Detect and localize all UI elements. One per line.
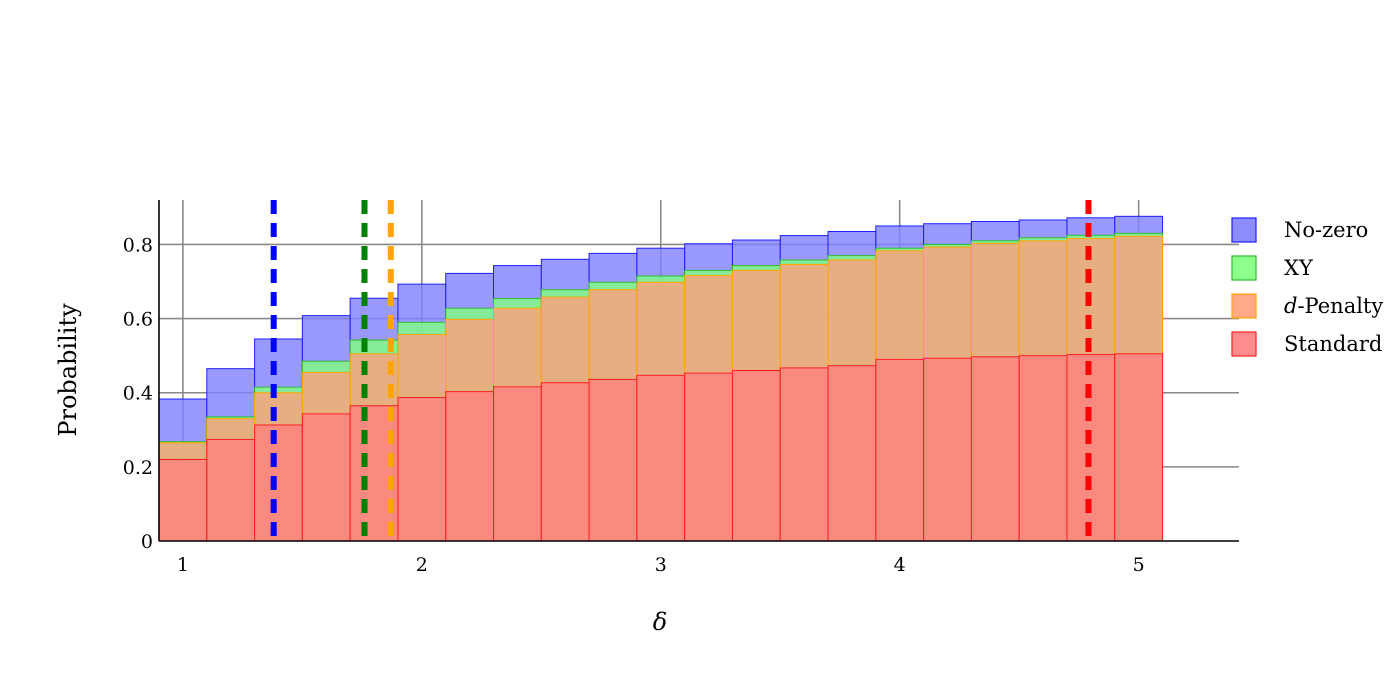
bar-standard-16 [875, 358, 925, 542]
bar-standard-9 [540, 382, 590, 542]
bar-standard-8 [493, 386, 542, 542]
bar-standard-5 [349, 405, 399, 542]
bar-standard-11 [636, 374, 686, 542]
bar-standard-3 [254, 424, 303, 542]
legend: No-zero XY d-Penalty Standard [1231, 217, 1383, 357]
x-tick-label-4: 4 [894, 554, 906, 576]
bar-standard-19 [1018, 355, 1068, 542]
bar-standard-18 [970, 356, 1020, 542]
x-tick-label-5: 5 [1133, 554, 1145, 576]
y-tick-label-4: 0.6 [123, 309, 153, 331]
x-tick-label-2: 2 [416, 554, 428, 576]
bar-standard-2 [206, 438, 256, 542]
legend-swatch-xy [1231, 255, 1257, 281]
bar-standard-13 [731, 370, 781, 542]
bar-standard-12 [684, 372, 733, 542]
y-tick-label-1: 0 [141, 531, 153, 553]
x-tick-label-3: 3 [655, 554, 667, 576]
bar-standard-7 [445, 391, 495, 542]
y-tick-label-3: 0.4 [123, 383, 153, 405]
legend-swatch-no-zero [1231, 217, 1257, 243]
bar-standard-14 [779, 367, 829, 542]
legend-swatch-standard [1231, 331, 1257, 357]
legend-label-standard: Standard [1284, 332, 1382, 356]
y-tick-label-5: 0.8 [123, 234, 153, 256]
bars [158, 215, 1164, 542]
tick-labels: 1 2 3 4 5 0 0.2 0.4 0.6 0.8 [123, 234, 1145, 576]
y-axis-label: Probability [54, 303, 82, 437]
bar-standard-10 [588, 378, 638, 542]
bar-standard-21 [1114, 353, 1164, 542]
legend-label-xy: XY [1284, 256, 1314, 280]
legend-swatch-d-penalty [1231, 293, 1257, 319]
y-tick-label-2: 0.2 [123, 457, 153, 479]
bar-standard-17 [923, 357, 972, 542]
legend-label-no-zero: No-zero [1284, 218, 1368, 242]
legend-label-d-penalty: d-Penalty [1284, 294, 1383, 318]
bar-standard-1 [158, 458, 208, 542]
x-axis-label: δ [653, 608, 667, 636]
bar-standard-4 [301, 413, 351, 542]
axes [158, 200, 1239, 542]
bar-standard-6 [397, 397, 447, 542]
bar-standard-20 [1066, 354, 1116, 542]
bar-standard-15 [827, 365, 877, 542]
x-tick-label-1: 1 [177, 554, 189, 576]
reference-lines [270, 200, 1092, 541]
